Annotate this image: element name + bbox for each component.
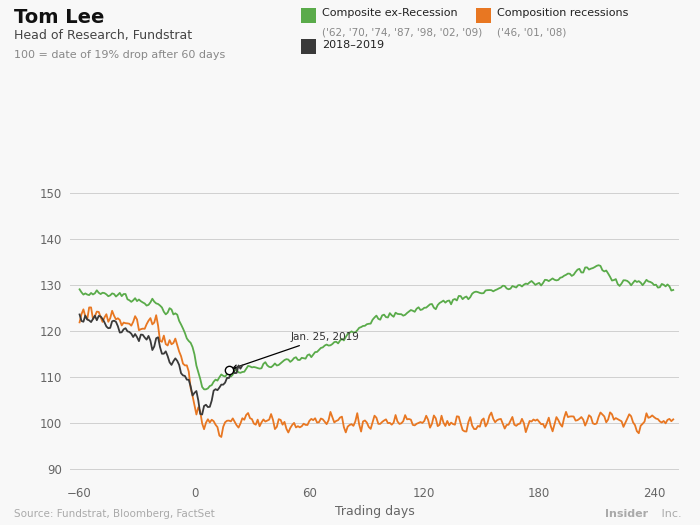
X-axis label: Trading days: Trading days [335,506,414,518]
Text: Composite ex-Recession: Composite ex-Recession [322,8,458,18]
Text: ('62, '70, '74, '87, '98, '02, '09): ('62, '70, '74, '87, '98, '02, '09) [322,27,482,37]
Text: 2018–2019: 2018–2019 [322,40,384,50]
Text: Tom Lee: Tom Lee [14,8,104,27]
Text: Inc.: Inc. [658,509,682,519]
Text: ('46, '01, '08): ('46, '01, '08) [497,27,566,37]
Text: Jan. 25, 2019: Jan. 25, 2019 [233,332,359,369]
Text: Head of Research, Fundstrat: Head of Research, Fundstrat [14,29,192,42]
Text: 100 = date of 19% drop after 60 days: 100 = date of 19% drop after 60 days [14,50,225,60]
Text: Insider: Insider [606,509,649,519]
Text: Source: Fundstrat, Bloomberg, FactSet: Source: Fundstrat, Bloomberg, FactSet [14,509,215,519]
Text: Composition recessions: Composition recessions [497,8,629,18]
